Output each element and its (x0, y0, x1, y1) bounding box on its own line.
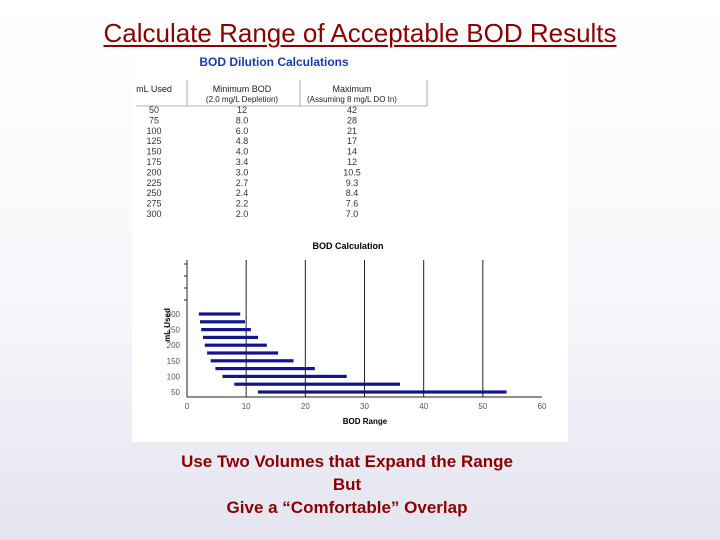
chart-x-tick-label: 0 (185, 402, 190, 411)
table-cell: 150 (146, 147, 161, 157)
chart-x-ticks: 0 10 20 30 40 50 60 (185, 402, 547, 411)
table-row: 250 2.4 8.4 (146, 188, 358, 198)
table-cell: 28 (347, 115, 357, 125)
table-cell: 2.0 (236, 209, 249, 219)
chart-range-bar-200 (204, 343, 267, 347)
table-cell: 200 (146, 167, 161, 177)
chart-range-bars (198, 312, 507, 394)
slide-title: Calculate Range of Acceptable BOD Result… (103, 18, 617, 48)
table-cell: 3.0 (236, 167, 249, 177)
bod-figure: BOD Dilution Calculations mL Used Minimum… (132, 52, 568, 442)
chart-range-bar-250 (201, 328, 251, 332)
caption-line-3: Give a “Comfortable” Overlap (226, 498, 468, 517)
table-cell: 9.3 (346, 178, 359, 188)
chart-range-bar-100 (222, 374, 347, 378)
table-cell: 8.4 (346, 188, 359, 198)
table-row: 300 2.0 7.0 (146, 209, 358, 219)
caption-line-1: Use Two Volumes that Expand the Range (181, 452, 513, 471)
chart-range-bar-175 (207, 351, 279, 355)
table-row: 50 12 42 (149, 105, 357, 115)
chart-y-tick-label: 200 (167, 341, 181, 350)
table-col-head: Minimum BOD (213, 84, 272, 94)
table-cell: 7.0 (346, 209, 359, 219)
table-cell: 225 (146, 178, 161, 188)
table-cell: 7.6 (346, 199, 359, 209)
table-cell: 3.4 (236, 157, 249, 167)
table-row: 175 3.4 12 (146, 157, 357, 167)
bod-dilution-table: BOD Dilution Calculations mL Used Minimum… (136, 55, 428, 219)
table-cell: 50 (149, 105, 159, 115)
table-cell: 10.5 (343, 167, 361, 177)
chart-range-bar-125 (215, 367, 315, 371)
table-row: 100 6.0 21 (146, 126, 357, 136)
chart-x-tick-label: 30 (360, 402, 369, 411)
table-cell: 2.7 (236, 178, 249, 188)
table-col-head: mL Used (136, 84, 172, 94)
chart-y-ticks: 300 250 200 150 100 50 (167, 310, 181, 397)
bod-figure-svg: BOD Dilution Calculations mL Used Minimum… (136, 55, 547, 426)
table-cell: 2.4 (236, 188, 249, 198)
table-cell: 125 (146, 136, 161, 146)
table-cell: 42 (347, 105, 357, 115)
chart-title: BOD Calculation (312, 241, 383, 251)
chart-y-tick-label: 250 (167, 326, 181, 335)
chart-x-tick-label: 60 (538, 402, 547, 411)
caption-line-2: But (332, 475, 362, 494)
chart-gridlines (184, 260, 542, 398)
chart-range-bar-75 (234, 382, 400, 386)
table-row: 125 4.8 17 (146, 136, 357, 146)
slide-caption: Use Two Volumes that Expand the Range Bu… (0, 450, 694, 519)
chart-range-bar-300 (198, 312, 241, 316)
table-col-head: Maximum (332, 84, 371, 94)
chart-y-tick-label: 150 (167, 357, 181, 366)
table-cell: 275 (146, 199, 161, 209)
table-col-subhead: (2.0 mg/L Depletion) (206, 95, 279, 104)
chart-range-bar-50 (258, 390, 507, 394)
chart-range-bar-275 (200, 320, 245, 324)
table-cell: 12 (347, 157, 357, 167)
chart-y-tick-label: 100 (167, 372, 181, 381)
table-row: 75 8.0 28 (149, 115, 357, 125)
table-cell: 14 (347, 147, 357, 157)
bod-calculation-chart: BOD Calculation 0 10 20 30 40 50 60 300 250 200 1… (163, 241, 547, 426)
chart-range-bar-150 (210, 359, 294, 363)
chart-x-tick-label: 40 (419, 402, 428, 411)
table-header: mL Used Minimum BOD(2.0 mg/L Depletion) Ma… (136, 80, 428, 107)
chart-x-axis-label: BOD Range (343, 417, 388, 426)
table-cell: 4.8 (236, 136, 249, 146)
chart-y-tick-label: 300 (167, 310, 181, 319)
table-cell: 250 (146, 188, 161, 198)
chart-x-tick-label: 50 (478, 402, 487, 411)
chart-y-axis-label: mL Used (163, 308, 172, 342)
table-row: 150 4.0 14 (146, 147, 357, 157)
table-cell: 12 (237, 105, 247, 115)
table-cell: 175 (146, 157, 161, 167)
chart-range-bar-225 (202, 335, 258, 339)
table-row: 275 2.2 7.6 (146, 199, 358, 209)
table-col-subhead: (Assuming 8 mg/L DO In) (307, 95, 397, 104)
table-cell: 75 (149, 115, 159, 125)
chart-x-tick-label: 10 (242, 402, 251, 411)
table-cell: 300 (146, 209, 161, 219)
table-cell: 17 (347, 136, 357, 146)
table-cell: 4.0 (236, 147, 249, 157)
table-cell: 100 (146, 126, 161, 136)
table-cell: 6.0 (236, 126, 249, 136)
chart-x-tick-label: 20 (301, 402, 310, 411)
table-title: BOD Dilution Calculations (199, 55, 349, 69)
table-row: 225 2.7 9.3 (146, 178, 358, 188)
table-cell: 21 (347, 126, 357, 136)
table-row: 200 3.0 10.5 (146, 167, 360, 177)
chart-y-tick-label: 50 (171, 388, 180, 397)
table-cell: 8.0 (236, 115, 249, 125)
table-cell: 2.2 (236, 199, 249, 209)
